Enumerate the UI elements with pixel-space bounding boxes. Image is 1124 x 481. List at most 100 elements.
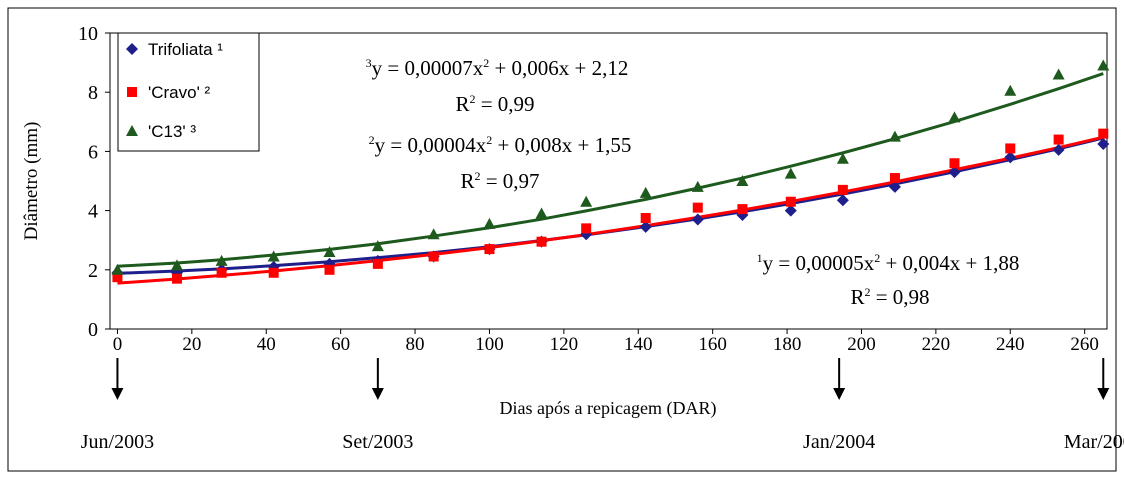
point (1053, 134, 1064, 145)
trend-line (117, 72, 1104, 268)
point (1004, 84, 1017, 96)
point (889, 173, 900, 184)
equation-rest: + 0,008x + 1,55 (492, 133, 631, 157)
r-squared-label: R (455, 92, 469, 116)
point (535, 207, 548, 219)
date-arrow-head (111, 388, 124, 400)
x-tick-label: 200 (847, 334, 876, 355)
y-tick-label: 10 (78, 23, 98, 45)
point (1098, 128, 1109, 139)
legend-marker (126, 43, 138, 55)
date-arrow-head (833, 388, 846, 400)
date-arrow-head (1097, 388, 1110, 400)
point (1052, 143, 1065, 156)
point (640, 213, 651, 223)
legend-label: 'C13' ³ (148, 122, 196, 141)
point (428, 251, 439, 262)
equation-power: 2 (874, 251, 880, 265)
point (372, 258, 383, 269)
date-label: Mar/2004 (1064, 431, 1124, 453)
point (784, 204, 797, 217)
equation: 1y = 0,00005x2 + 0,004x + 1,88 (757, 251, 1020, 275)
trend-line (117, 135, 1104, 285)
point (949, 158, 960, 169)
point (948, 111, 961, 123)
y-tick-label: 8 (88, 82, 98, 104)
equation: 3y = 0,00007x2 + 0,006x + 2,12 (366, 56, 629, 80)
y-tick-label: 0 (88, 319, 98, 341)
point (1004, 151, 1017, 164)
r-squared: R2 = 0,99 (455, 92, 534, 116)
equation-superscript: 3 (366, 56, 372, 70)
point (948, 166, 961, 179)
equation-rest: + 0,004x + 1,88 (880, 251, 1019, 275)
point (837, 184, 848, 195)
point (324, 264, 335, 275)
point (216, 267, 227, 278)
point (785, 196, 796, 207)
point (1052, 68, 1065, 80)
point (836, 194, 849, 207)
legend-box (117, 32, 260, 152)
point (692, 202, 703, 213)
x-axis-label: Dias após a repicagem (DAR) (500, 398, 717, 419)
y-tick-label: 2 (88, 260, 98, 282)
point (580, 195, 593, 207)
point (784, 167, 797, 179)
plot-frame (109, 32, 1108, 330)
point (888, 130, 901, 142)
x-tick-label: 20 (182, 334, 201, 355)
point (267, 250, 280, 262)
point (736, 175, 749, 186)
x-tick-label: 40 (257, 334, 276, 355)
r-squared-power: 2 (474, 169, 480, 183)
equation-power: 2 (483, 56, 489, 70)
x-tick-label: 0 (113, 334, 123, 355)
equation-text: y = 0,00007x (372, 56, 484, 80)
equation-rest: + 0,006x + 2,12 (489, 56, 628, 80)
r-squared-value: = 0,97 (480, 169, 539, 193)
x-tick-label: 80 (406, 334, 425, 355)
date-label: Jan/2004 (803, 431, 875, 453)
r-squared-value: = 0,98 (870, 285, 929, 309)
point (323, 246, 336, 258)
point (836, 152, 849, 164)
point (371, 240, 384, 252)
legend-label: Trifoliata ¹ (148, 40, 223, 59)
y-tick-label: 6 (88, 141, 98, 163)
point (1005, 143, 1016, 154)
point (639, 220, 652, 233)
y-axis-label: Diâmetro (mm) (21, 122, 42, 241)
r-squared-power: 2 (469, 92, 475, 106)
x-tick-label: 140 (624, 334, 653, 355)
point (888, 180, 901, 193)
x-tick-label: 60 (331, 334, 350, 355)
point (1097, 59, 1110, 71)
point (484, 244, 495, 255)
x-tick-label: 120 (550, 334, 579, 355)
equation-text: y = 0,00005x (763, 251, 875, 275)
point (581, 223, 592, 234)
r-squared-label: R (460, 169, 474, 193)
r-squared: R2 = 0,97 (460, 169, 539, 193)
legend-label: 'Cravo' ² (148, 83, 211, 102)
point (737, 204, 748, 215)
date-arrow-head (371, 388, 384, 400)
equation-text: y = 0,00004x (375, 133, 487, 157)
point (639, 186, 652, 198)
point (483, 217, 496, 229)
legend-marker (127, 87, 137, 97)
x-tick-label: 160 (698, 334, 727, 355)
point (111, 263, 124, 275)
x-tick-label: 240 (996, 334, 1025, 355)
point (427, 228, 440, 240)
equation-superscript: 1 (757, 251, 763, 265)
r-squared-power: 2 (864, 285, 870, 299)
point (171, 273, 182, 284)
equation-superscript: 2 (369, 133, 375, 147)
point (170, 259, 183, 271)
x-tick-label: 220 (922, 334, 951, 355)
point (268, 267, 279, 278)
x-tick-label: 100 (475, 334, 504, 355)
